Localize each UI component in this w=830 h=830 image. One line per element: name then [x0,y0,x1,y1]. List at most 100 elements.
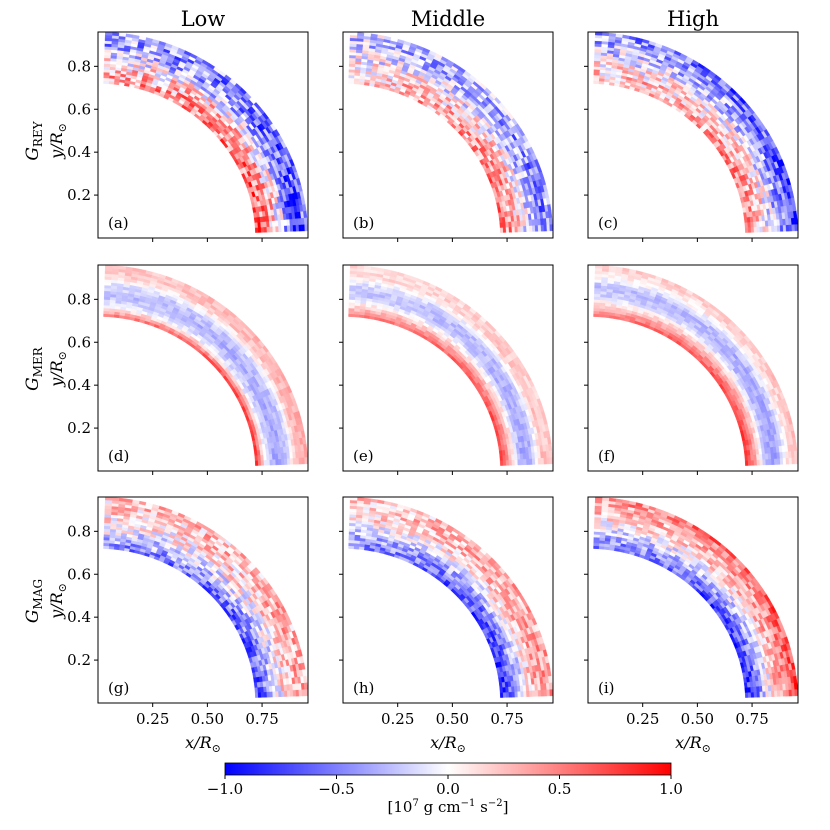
heatmap-cell [594,51,602,56]
heatmap-cell [292,457,297,465]
heatmap-cell [774,458,778,465]
heatmap-cell [594,57,601,62]
heatmap-cell [104,287,111,292]
heatmap-cell [348,310,355,315]
panel-b-heatmap [348,31,554,233]
panel-d: 0.20.40.60.8(d) [67,264,309,475]
heatmap-cell [593,77,600,82]
heatmap-cell [284,458,288,465]
y-tick-label: 0.6 [67,333,91,351]
heatmap-cell [593,302,600,306]
heatmap-cell [263,459,268,466]
panel-label: (e) [353,447,374,465]
heatmap-cell [304,456,309,465]
heatmap-cell [593,69,600,73]
heatmap-cell [104,60,111,65]
heatmap-cell [103,304,110,309]
heatmap-cell [759,459,764,466]
heatmap-cell [348,296,356,300]
heatmap-cell [254,460,259,466]
heatmap-cell [750,459,755,466]
heatmap-cell [593,80,600,85]
panel-c: (c) [584,31,799,242]
heatmap-cell [103,66,111,70]
heatmap-cell [103,69,110,73]
heatmap-cell [348,299,356,303]
heatmap-cell [779,457,784,465]
heatmap-cell [349,57,356,62]
heatmap-cell [593,304,600,309]
heatmap-cell [289,457,294,465]
heatmap-cell [548,443,553,451]
heatmap-cell [103,77,110,82]
heatmap-cell [303,210,308,218]
heatmap-cell [756,459,761,466]
heatmap-cell [254,227,259,233]
heatmap-cell [105,31,113,36]
heatmap-cell [349,46,357,50]
heatmap-cell [104,54,111,59]
heatmap-cell [526,225,530,232]
heatmap-cell [782,224,787,232]
y-tick-label: 0.6 [67,100,91,118]
heatmap-cell [776,458,781,465]
heatmap-cell [593,71,600,76]
heatmap-cell [747,226,752,233]
heatmap-cell [269,459,274,466]
heatmap-cell [747,459,752,466]
heatmap-cell [349,282,357,286]
heatmap-cell [272,226,277,233]
panel-label: (a) [108,214,129,232]
heatmap-cell [348,313,355,318]
heatmap-cell [349,284,357,289]
heatmap-cell [303,443,308,451]
column-title-middle: Middle [411,7,485,31]
heatmap-cell [103,80,110,85]
row-label-rey: GREY [23,120,45,160]
heatmap-cell [363,32,372,37]
heatmap-cell [269,226,274,233]
heatmap-cell [594,290,601,295]
heatmap-cell [103,313,110,318]
heatmap-cell [103,74,110,79]
heatmap-cell [356,265,365,270]
heatmap-cell [278,225,282,233]
heatmap-cell [348,304,355,309]
heatmap-cell [103,299,111,303]
heatmap-cell [499,460,504,466]
heatmap-cell [782,457,787,465]
heatmap-cell [594,46,602,50]
heatmap-cell [266,459,271,466]
heatmap-cell [348,66,356,70]
panel-label: (d) [108,447,129,465]
heatmap-cell [593,313,600,318]
heatmap-cell [531,225,536,232]
heatmap-cell [363,265,372,270]
heatmap-cell [349,51,357,56]
heatmap-cell [260,459,265,466]
heatmap-cell [304,223,309,232]
heatmap-cell [594,279,602,283]
panel-grid: 0.20.40.60.8(a) (b) (c)0.20.40.60.8(d) (e)(… [67,31,799,728]
heatmap-cell [593,299,601,303]
heatmap-cell [499,227,504,233]
y-tick-label: 0.8 [67,290,91,308]
heatmap-cell [601,32,610,37]
heatmap-cell [548,217,553,225]
heatmap-cell [753,226,758,233]
heatmap-cell [793,217,798,225]
heatmap-cell [505,459,510,466]
heatmap-cell [771,458,775,465]
heatmap-cell [793,210,798,218]
heatmap-cell [762,459,767,466]
heatmap-cell [502,226,507,233]
heatmap-cell [350,264,358,269]
heatmap-cell [105,264,113,269]
panel-a-heatmap [103,31,309,233]
heatmap-cell [594,282,602,286]
heatmap-cell [594,284,602,289]
heatmap-cell [349,293,356,298]
heatmap-cell [275,458,279,466]
x-axis-label-col3: x/R⊙ [675,733,711,755]
